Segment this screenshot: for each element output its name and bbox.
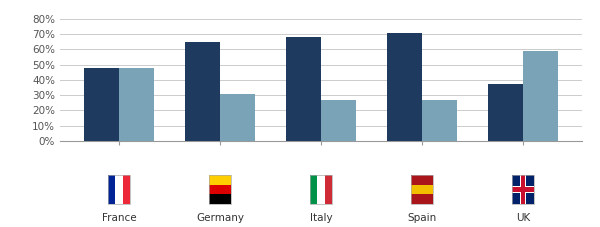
Text: Germany: Germany xyxy=(196,213,244,223)
Text: UK: UK xyxy=(516,213,530,223)
Bar xyxy=(220,94,256,141)
Bar xyxy=(386,33,422,141)
Bar xyxy=(185,42,220,141)
Bar xyxy=(488,84,523,141)
Bar xyxy=(523,51,558,141)
Bar xyxy=(321,100,356,141)
Text: France: France xyxy=(102,213,136,223)
Bar xyxy=(286,37,321,141)
Bar xyxy=(422,100,457,141)
Text: Italy: Italy xyxy=(310,213,332,223)
Text: Spain: Spain xyxy=(407,213,437,223)
Bar xyxy=(119,68,154,141)
Bar xyxy=(84,68,119,141)
